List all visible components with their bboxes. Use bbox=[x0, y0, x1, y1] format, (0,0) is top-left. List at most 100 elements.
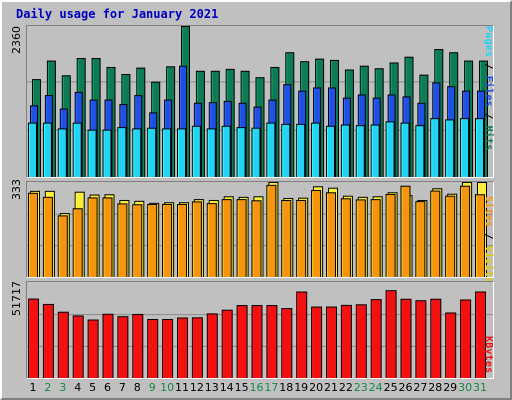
sites-bar-day-24 bbox=[370, 199, 381, 277]
sites-bar-day-29 bbox=[445, 195, 456, 277]
chart-title: Daily usage for January 2021 bbox=[16, 7, 219, 21]
pages-bar-day-23 bbox=[355, 125, 365, 177]
pages-bar-day-27 bbox=[415, 125, 425, 177]
sites-bar-day-23 bbox=[355, 199, 366, 277]
sites-bar-day-13 bbox=[206, 203, 217, 277]
x-tick-day-1: 1 bbox=[29, 381, 37, 394]
x-tick-day-10: 10 bbox=[160, 381, 175, 394]
sites-bar-day-7 bbox=[117, 203, 128, 277]
bottom-panel-legend: KBytes bbox=[483, 336, 494, 373]
legend-sites: Sites bbox=[483, 196, 494, 228]
x-tick-day-28: 28 bbox=[428, 381, 443, 394]
pages-bar-day-19 bbox=[296, 123, 306, 177]
x-tick-day-7: 7 bbox=[118, 381, 126, 394]
legend-sep-1: / bbox=[483, 57, 494, 76]
x-tick-day-20: 20 bbox=[309, 381, 324, 394]
kbytes-panel bbox=[26, 281, 494, 379]
x-tick-day-11: 11 bbox=[175, 381, 189, 394]
x-tick-day-24: 24 bbox=[368, 381, 383, 394]
kbytes-bar-day-2 bbox=[42, 303, 54, 378]
sites-bar-day-21 bbox=[326, 192, 336, 277]
legend-hits: Hits bbox=[483, 125, 494, 151]
sites-bar-day-20 bbox=[311, 189, 322, 277]
pages-bar-day-14 bbox=[221, 125, 231, 177]
x-tick-day-3: 3 bbox=[59, 381, 67, 394]
legend-pages: Pages bbox=[483, 26, 494, 58]
x-tick-day-8: 8 bbox=[133, 381, 141, 394]
legend-files: Files bbox=[483, 75, 494, 107]
sites-bar-day-15 bbox=[236, 199, 247, 277]
kbytes-bar-day-30 bbox=[460, 299, 472, 378]
kbytes-bar-day-18 bbox=[281, 308, 293, 378]
pages-bar-day-11 bbox=[177, 128, 186, 177]
kbytes-bar-day-12 bbox=[191, 317, 203, 378]
legend-visits: Visits bbox=[483, 245, 494, 284]
x-tick-day-30: 30 bbox=[458, 381, 473, 394]
sites-bar-day-10 bbox=[162, 203, 173, 277]
kbytes-bar-day-17 bbox=[266, 305, 278, 378]
middle-panel-legend: Sites / Visits bbox=[483, 196, 494, 283]
x-tick-day-18: 18 bbox=[279, 381, 294, 394]
pages-bar-day-16 bbox=[251, 127, 261, 177]
pages-bar-day-3 bbox=[57, 128, 67, 177]
kbytes-bar-day-20 bbox=[311, 306, 323, 378]
kbytes-bar-day-19 bbox=[296, 291, 308, 378]
kbytes-bar-day-26 bbox=[400, 298, 412, 378]
kbytes-plot bbox=[27, 290, 493, 378]
x-tick-day-13: 13 bbox=[204, 381, 219, 394]
kbytes-bar-day-3 bbox=[57, 311, 69, 378]
kbytes-bar-day-29 bbox=[445, 312, 457, 378]
x-tick-day-12: 12 bbox=[189, 381, 204, 394]
pages-bar-day-10 bbox=[162, 128, 172, 177]
x-tick-day-26: 26 bbox=[398, 381, 413, 394]
sites-bar-day-4 bbox=[72, 208, 83, 277]
kbytes-bar-day-15 bbox=[236, 305, 248, 378]
sites-bar-day-3 bbox=[57, 215, 68, 277]
sites-bar-day-17 bbox=[266, 184, 277, 277]
kbytes-bar-day-13 bbox=[206, 313, 218, 378]
x-tick-day-4: 4 bbox=[74, 381, 82, 394]
pages-bar-day-2 bbox=[42, 122, 52, 177]
kbytes-bar-day-1 bbox=[28, 298, 39, 378]
pages-bar-day-24 bbox=[370, 124, 380, 177]
x-tick-day-17: 17 bbox=[264, 381, 279, 394]
kbytes-bar-day-9 bbox=[147, 318, 159, 378]
sites-bar-day-25 bbox=[385, 193, 396, 277]
sites-bar-day-19 bbox=[296, 199, 307, 277]
pages-bar-day-15 bbox=[236, 127, 246, 177]
hits-files-pages-plot bbox=[27, 26, 493, 177]
kbytes-bar-day-24 bbox=[370, 299, 382, 378]
sites-bar-day-18 bbox=[281, 199, 292, 277]
pages-bar-day-20 bbox=[311, 122, 321, 177]
x-tick-day-15: 15 bbox=[234, 381, 249, 394]
sites-bar-day-26 bbox=[400, 185, 411, 277]
x-tick-day-21: 21 bbox=[324, 381, 338, 394]
middle-panel-ymax-label: 333 bbox=[10, 179, 23, 200]
sites-bar-day-6 bbox=[102, 197, 113, 277]
pages-bar-day-7 bbox=[117, 127, 127, 177]
kbytes-bar-day-11 bbox=[177, 317, 188, 378]
kbytes-bar-day-23 bbox=[355, 304, 367, 378]
kbytes-bar-day-21 bbox=[326, 306, 337, 378]
sites-bar-day-9 bbox=[147, 203, 158, 277]
pages-bar-day-18 bbox=[281, 123, 291, 177]
sites-bar-day-27 bbox=[415, 201, 426, 277]
sites-bar-day-5 bbox=[87, 197, 98, 277]
kbytes-bar-day-5 bbox=[87, 319, 99, 378]
kbytes-bar-day-31 bbox=[475, 291, 486, 378]
x-tick-day-16: 16 bbox=[249, 381, 264, 394]
top-panel-ymax-label: 2360 bbox=[10, 26, 23, 54]
pages-bar-day-30 bbox=[460, 118, 470, 177]
pages-bar-day-8 bbox=[132, 128, 142, 177]
x-tick-day-29: 29 bbox=[443, 381, 458, 394]
kbytes-bar-day-8 bbox=[132, 313, 144, 378]
pages-bar-day-1 bbox=[28, 122, 37, 177]
hits-files-pages-panel bbox=[26, 25, 494, 178]
pages-bar-day-5 bbox=[87, 129, 97, 177]
sites-bar-day-22 bbox=[340, 198, 351, 277]
sites-bar-day-30 bbox=[460, 185, 471, 277]
x-tick-day-27: 27 bbox=[413, 381, 428, 394]
pages-bar-day-26 bbox=[400, 122, 410, 177]
pages-bar-day-21 bbox=[326, 125, 335, 177]
sites-bar-day-12 bbox=[191, 201, 202, 277]
